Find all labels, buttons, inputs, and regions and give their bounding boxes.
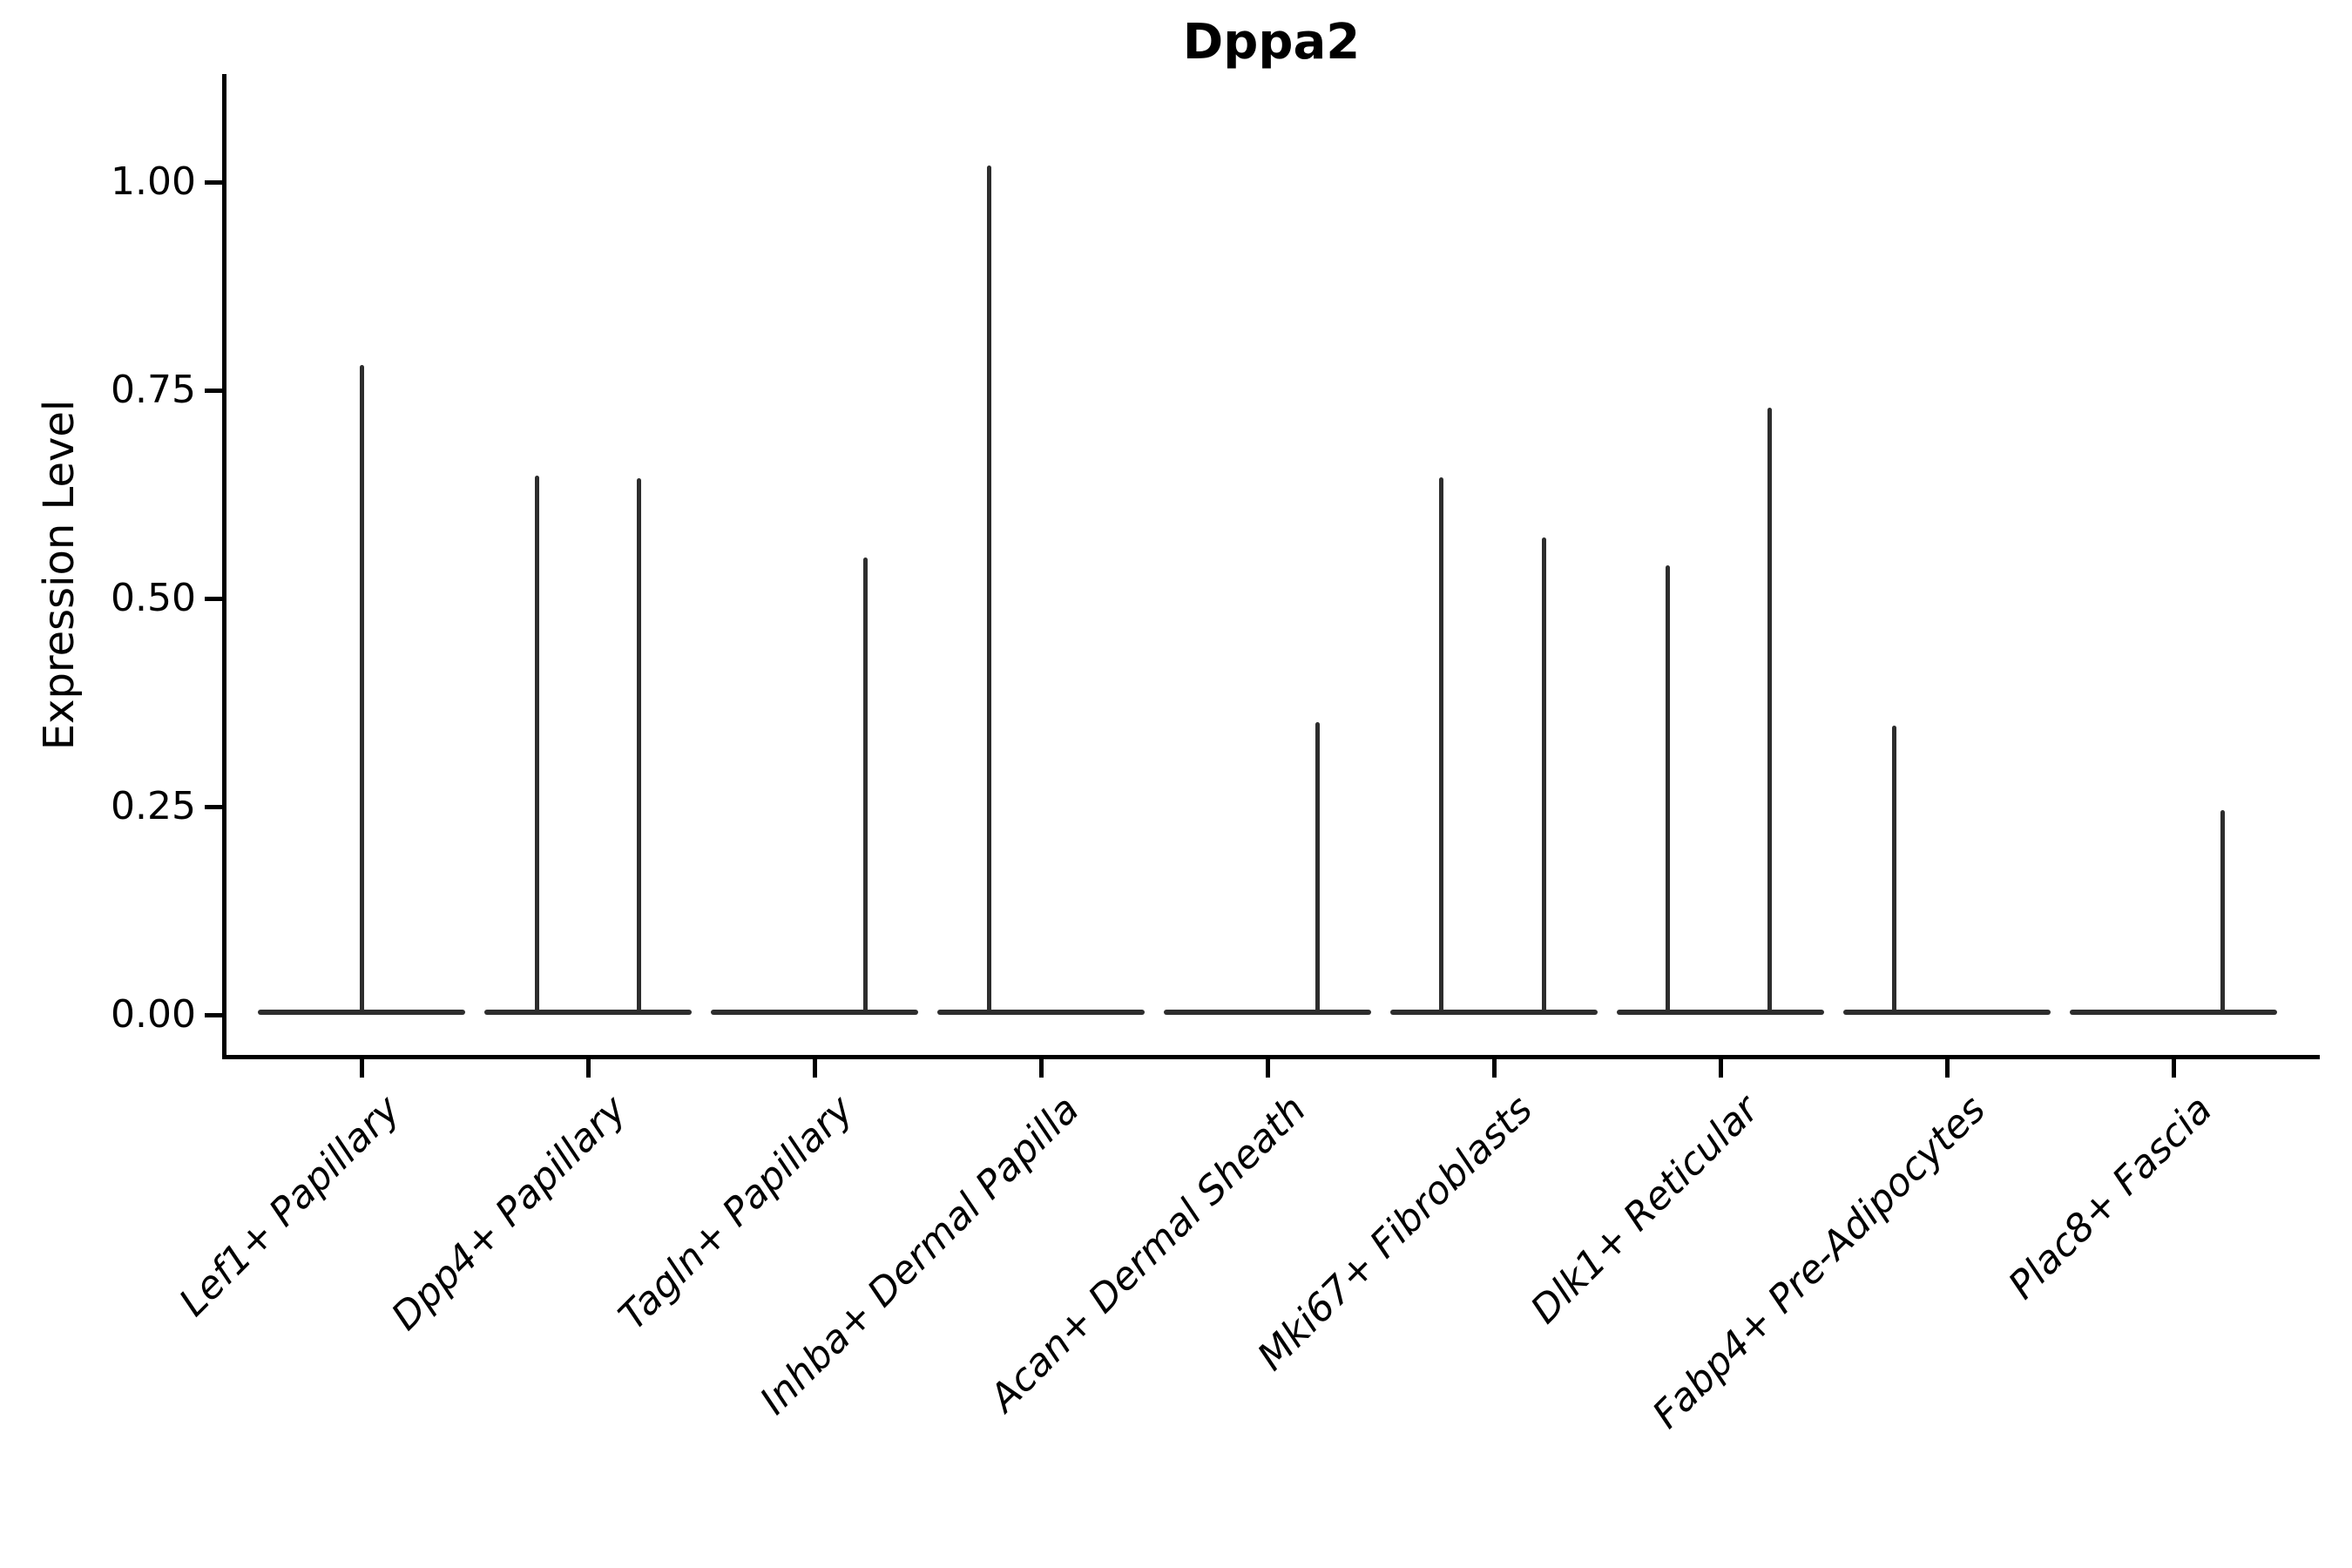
violin-spike [862, 558, 868, 1015]
violin-spike [1541, 537, 1546, 1015]
violin-zero-base [937, 1010, 1145, 1015]
violin-zero-base [1390, 1010, 1598, 1015]
violin-zero-base [2070, 1010, 2277, 1015]
y-axis-line [222, 74, 226, 1059]
y-tick-label: 0.25 [111, 784, 196, 828]
y-tick-label: 0.50 [111, 576, 196, 620]
y-tick-mark [205, 388, 224, 393]
violin-spike [1315, 722, 1320, 1015]
violin-spike [986, 165, 991, 1015]
violin-spike [636, 478, 641, 1015]
x-tick-mark [1491, 1055, 1497, 1078]
x-tick-mark [1038, 1055, 1044, 1078]
violin-zero-base [1617, 1010, 1824, 1015]
x-tick-mark [1265, 1055, 1270, 1078]
violin-spike [1438, 477, 1443, 1015]
y-tick-label: 0.00 [111, 992, 196, 1037]
plot-title: Dppa2 [1182, 14, 1361, 71]
x-tick-mark [359, 1055, 364, 1078]
x-tick-label: Dlk1+ Reticular [1522, 1087, 1768, 1333]
x-tick-label: Plac8+ Fascia [1999, 1087, 2221, 1308]
violin-spike [1665, 564, 1670, 1015]
x-tick-mark [1944, 1055, 1950, 1078]
y-tick-mark [205, 179, 224, 185]
x-tick-mark [585, 1055, 591, 1078]
violin-zero-base [1843, 1010, 2051, 1015]
x-tick-label: Tagln+ Papillary [610, 1087, 862, 1339]
violin-zero-base [484, 1010, 692, 1015]
violin-spike [359, 365, 364, 1015]
x-tick-label: Dpp4+ Papillary [383, 1087, 636, 1340]
y-tick-mark [205, 1012, 224, 1017]
violin-spike [2220, 809, 2225, 1015]
y-axis-label: Expression Level [35, 399, 84, 751]
violin-zero-base [1164, 1010, 1371, 1015]
y-tick-label: 1.00 [111, 159, 196, 204]
y-tick-mark [205, 596, 224, 601]
y-tick-label: 0.75 [111, 368, 196, 412]
x-tick-label: Lef1+ Papillary [171, 1087, 409, 1326]
violin-spike [1891, 726, 1896, 1015]
x-tick-mark [1718, 1055, 1723, 1078]
violin-zero-base [711, 1010, 918, 1015]
violin-spike [1767, 408, 1772, 1015]
y-tick-mark [205, 804, 224, 809]
violin-spike [534, 475, 539, 1015]
x-axis-line [222, 1055, 2320, 1059]
x-tick-mark [812, 1055, 817, 1078]
x-tick-mark [2171, 1055, 2176, 1078]
